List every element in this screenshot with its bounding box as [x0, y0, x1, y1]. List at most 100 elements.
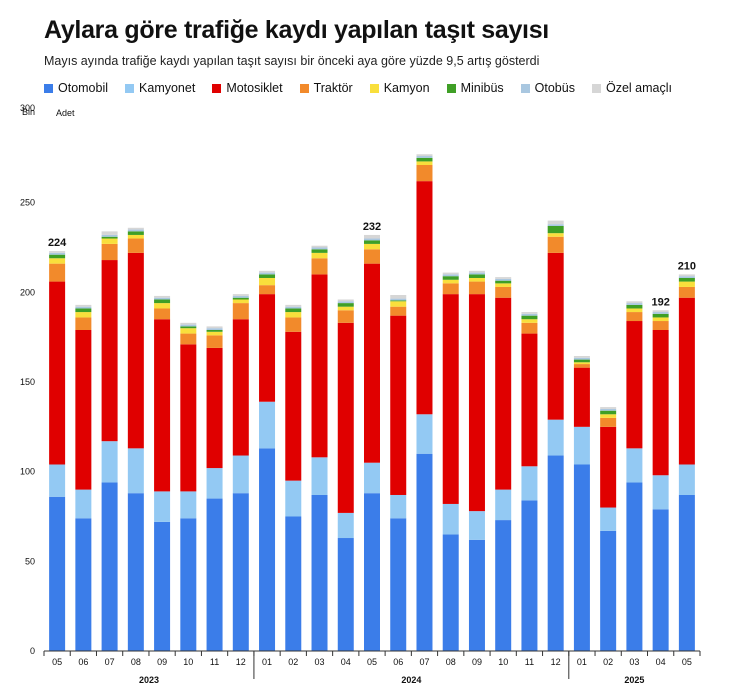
bar-segment: [547, 236, 564, 253]
bar-segment: [521, 466, 538, 501]
bar-segment: [259, 294, 276, 402]
legend-swatch: [369, 83, 379, 93]
chart-title: Aylara göre trafiğe kaydı yapılan taşıt …: [44, 16, 549, 44]
bar-segment: [180, 491, 197, 519]
bar-segment: [652, 509, 669, 651]
bar-segment: [416, 181, 433, 415]
legend-swatch: [591, 83, 601, 93]
legend-swatch: [125, 83, 135, 93]
x-tick-label: 01: [577, 657, 587, 667]
bar-segment: [547, 419, 564, 456]
x-tick-label: 05: [52, 657, 62, 667]
bar-segment: [127, 229, 144, 232]
bar-segment: [390, 306, 407, 316]
bar-segment: [495, 520, 512, 651]
bar-segment: [337, 299, 354, 302]
bar-segment: [573, 364, 590, 368]
bar-segment: [285, 516, 302, 651]
bar-segment: [285, 312, 302, 318]
bar-segment: [154, 308, 171, 320]
y-tick-label: 50: [25, 556, 35, 566]
y-tick-label: 150: [20, 377, 35, 387]
bar-segment: [468, 511, 485, 540]
x-tick-label: 10: [498, 657, 508, 667]
bar-segment: [180, 328, 197, 334]
y-tick-label: 0: [30, 646, 35, 656]
bar-segment: [652, 475, 669, 510]
bar-segment: [442, 272, 459, 275]
bar-segment: [364, 240, 380, 244]
bar-segment: [259, 270, 276, 273]
bar-segment: [416, 414, 433, 454]
bar-segment: [600, 530, 617, 651]
bar-segment: [652, 329, 669, 476]
bar-segment: [495, 280, 512, 284]
bar-segment: [678, 286, 695, 298]
bar-segment: [600, 507, 617, 531]
bar-segment: [521, 319, 538, 323]
legend-item: Minibüs: [446, 81, 504, 95]
bar-segment: [180, 326, 197, 329]
legend-item: Özel amaçlı: [591, 81, 672, 95]
bar-segment: [495, 277, 512, 279]
bar-segment: [259, 285, 276, 295]
x-tick-label: 09: [157, 657, 167, 667]
bar-segment: [259, 401, 276, 449]
bar-segment: [626, 301, 643, 304]
bar-segment: [337, 301, 354, 304]
bar-segment: [600, 414, 617, 418]
bar-segment: [75, 312, 92, 318]
bar-segment: [652, 310, 669, 313]
legend-label: Özel amaçlı: [605, 81, 672, 95]
bar-segment: [626, 304, 643, 309]
bar-segment: [468, 539, 485, 651]
bar-segment: [49, 496, 66, 651]
bar-segment: [232, 294, 249, 296]
bar-segment: [154, 297, 171, 300]
legend-item: Kamyonet: [125, 81, 195, 95]
bar-segment: [259, 272, 276, 275]
x-tick-label: 11: [525, 657, 534, 667]
year-label: 2024: [401, 675, 421, 685]
bar-segment: [127, 448, 144, 494]
bar-segment: [311, 494, 328, 651]
bar-segment: [101, 441, 118, 483]
bar-segment: [154, 491, 171, 522]
bar-segment: [127, 234, 144, 239]
x-tick-label: 04: [341, 657, 351, 667]
bar-segment: [600, 426, 617, 508]
bar-segment: [442, 503, 459, 535]
bar-segment: [75, 489, 92, 519]
bar-segment: [364, 263, 380, 463]
bar-segment: [285, 331, 302, 481]
bar-segment: [364, 238, 380, 241]
legend-label: Kamyonet: [139, 81, 196, 95]
bar-segment: [232, 303, 249, 320]
bar-segment: [600, 408, 617, 411]
bar-segment: [600, 417, 617, 427]
bar-segment: [127, 231, 144, 235]
x-tick-label: 10: [183, 657, 193, 667]
legend-swatch: [299, 83, 309, 93]
bar-segment: [547, 220, 564, 225]
y-tick-label: 200: [20, 287, 35, 297]
x-tick-label: 05: [682, 657, 692, 667]
bar-segment: [652, 321, 669, 330]
bar-segment: [600, 407, 617, 409]
legend-label: Otomobil: [58, 81, 109, 95]
bar-segment: [259, 448, 276, 651]
bar-segment: [206, 326, 223, 329]
bar-total-label: 224: [48, 237, 67, 249]
bar-segment: [75, 304, 92, 307]
year-label: 2023: [139, 675, 159, 685]
bar-segment: [101, 260, 118, 442]
bar-segment: [101, 243, 118, 261]
bar-segment: [337, 322, 354, 513]
bar-segment: [626, 308, 643, 313]
bar-segment: [521, 313, 538, 316]
x-tick-label: 01: [262, 657, 272, 667]
bar-segment: [390, 315, 407, 495]
bar-segment: [101, 231, 118, 235]
bar-segment: [311, 249, 328, 253]
